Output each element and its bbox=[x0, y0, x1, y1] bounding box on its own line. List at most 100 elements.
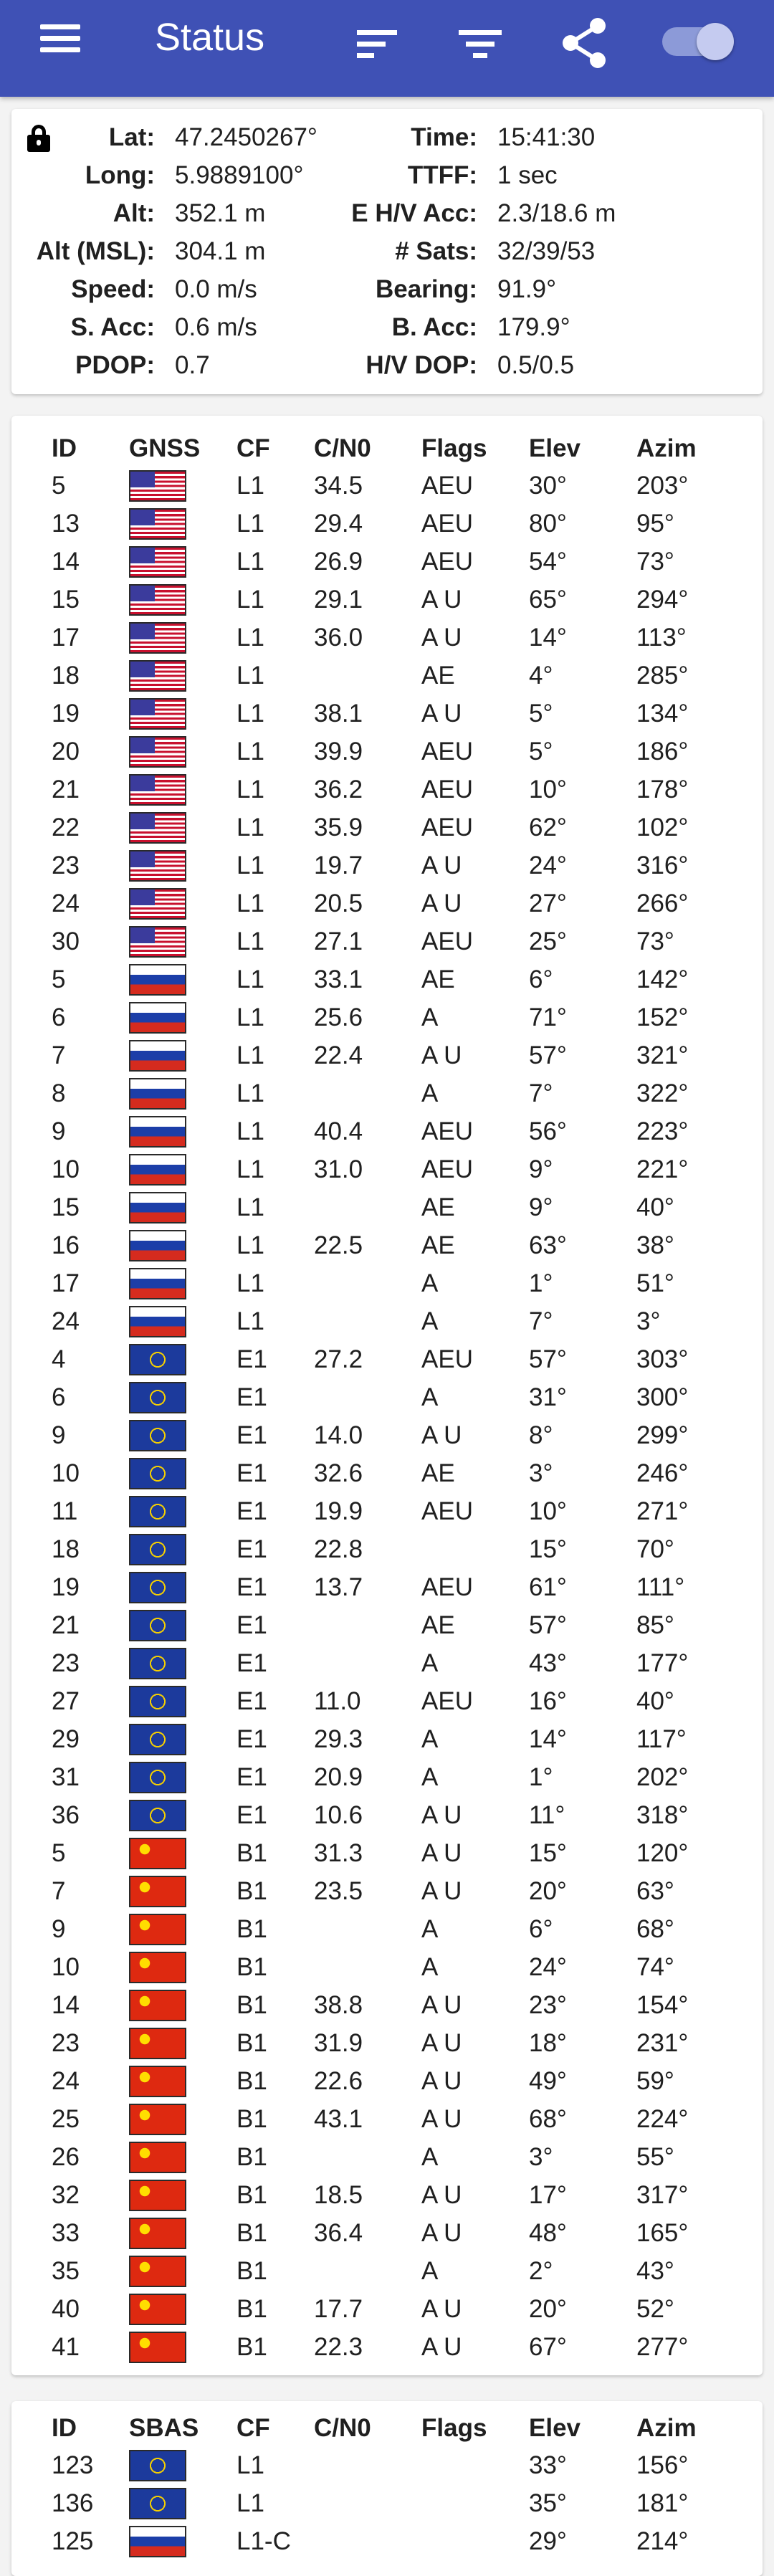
cell-azim: 38° bbox=[636, 1231, 674, 1259]
cell-elev: 48° bbox=[529, 2219, 567, 2247]
cell-flags: A bbox=[421, 2257, 439, 2285]
cell-flags: A U bbox=[421, 2067, 462, 2095]
cell-flags: AEU bbox=[421, 510, 473, 538]
status-label: Long: bbox=[85, 161, 155, 189]
cell-cn0: 27.1 bbox=[314, 927, 363, 955]
cell-id: 5 bbox=[52, 472, 66, 500]
flag-icon-ru bbox=[129, 1040, 186, 1072]
cell-cn0: 29.1 bbox=[314, 586, 363, 614]
cell-azim: 294° bbox=[636, 586, 689, 614]
cell-azim: 68° bbox=[636, 1915, 674, 1943]
cell-id: 24 bbox=[52, 889, 80, 917]
flag-icon-cn bbox=[129, 2028, 186, 2059]
cell-flags: A U bbox=[421, 2105, 462, 2133]
cell-elev: 17° bbox=[529, 2181, 567, 2209]
cell-cn0: 20.5 bbox=[314, 889, 363, 917]
filter-icon[interactable] bbox=[453, 16, 510, 73]
cell-id: 6 bbox=[52, 1383, 66, 1411]
status-value: 304.1 m bbox=[175, 237, 266, 265]
cell-cf: B1 bbox=[236, 1915, 267, 1943]
header-elev: Elev bbox=[529, 434, 580, 462]
cell-id: 9 bbox=[52, 1915, 66, 1943]
menu-icon[interactable] bbox=[37, 22, 83, 67]
header-gnss: GNSS bbox=[129, 434, 201, 462]
flag-icon-cn bbox=[129, 2256, 186, 2287]
cell-flags: A U bbox=[421, 851, 462, 879]
cell-flags: AEU bbox=[421, 776, 473, 803]
cell-id: 136 bbox=[52, 2489, 94, 2517]
cell-id: 14 bbox=[52, 1991, 80, 2019]
cell-elev: 5° bbox=[529, 700, 553, 728]
cell-elev: 68° bbox=[529, 2105, 567, 2133]
flag-icon-cn bbox=[129, 2180, 186, 2211]
cell-cn0: 40.4 bbox=[314, 1117, 363, 1145]
flag-icon-us bbox=[129, 774, 186, 806]
status-label: Speed: bbox=[71, 275, 155, 303]
cell-azim: 74° bbox=[636, 1953, 674, 1981]
cell-elev: 43° bbox=[529, 1649, 567, 1677]
sort-icon[interactable] bbox=[351, 16, 408, 73]
cell-cf: L1 bbox=[236, 510, 264, 538]
cell-id: 123 bbox=[52, 2451, 94, 2479]
cell-cf: L1 bbox=[236, 700, 264, 728]
cell-azim: 316° bbox=[636, 851, 689, 879]
cell-cn0: 17.7 bbox=[314, 2295, 363, 2323]
cell-cf: E1 bbox=[236, 1535, 267, 1563]
toggle-switch[interactable] bbox=[659, 17, 738, 60]
status-value: 0.0 m/s bbox=[175, 275, 257, 303]
flag-icon-cn bbox=[129, 2142, 186, 2173]
cell-cn0: 31.0 bbox=[314, 1155, 363, 1183]
cell-elev: 27° bbox=[529, 889, 567, 917]
cell-cf: B1 bbox=[236, 1991, 267, 2019]
flag-icon-cn bbox=[129, 2294, 186, 2325]
cell-id: 16 bbox=[52, 1231, 80, 1259]
cell-id: 41 bbox=[52, 2333, 80, 2361]
cell-azim: 299° bbox=[636, 1421, 689, 1449]
cell-cf: L1 bbox=[236, 965, 264, 993]
cell-id: 24 bbox=[52, 1307, 80, 1335]
cell-cf: E1 bbox=[236, 1497, 267, 1525]
header-sbas: SBAS bbox=[129, 2414, 199, 2442]
cell-cn0: 39.9 bbox=[314, 738, 363, 765]
cell-elev: 7° bbox=[529, 1079, 553, 1107]
cell-cf: B1 bbox=[236, 1953, 267, 1981]
cell-cn0: 36.2 bbox=[314, 776, 363, 803]
cell-cn0: 31.9 bbox=[314, 2029, 363, 2057]
cell-azim: 202° bbox=[636, 1763, 689, 1791]
cell-flags: A bbox=[421, 1003, 439, 1031]
cell-cf: E1 bbox=[236, 1611, 267, 1639]
flag-icon-us bbox=[129, 736, 186, 768]
cell-flags: AE bbox=[421, 1459, 455, 1487]
cell-flags: A U bbox=[421, 1991, 462, 2019]
cell-flags: AEU bbox=[421, 1573, 473, 1601]
cell-cf: E1 bbox=[236, 1459, 267, 1487]
cell-elev: 80° bbox=[529, 510, 567, 538]
cell-cf: L1 bbox=[236, 738, 264, 765]
cell-flags: A bbox=[421, 1649, 439, 1677]
cell-cf: B1 bbox=[236, 2181, 267, 2209]
cell-cn0: 32.6 bbox=[314, 1459, 363, 1487]
cell-azim: 70° bbox=[636, 1535, 674, 1563]
cell-id: 33 bbox=[52, 2219, 80, 2247]
cell-elev: 62° bbox=[529, 814, 567, 841]
cell-flags: AEU bbox=[421, 814, 473, 841]
share-icon[interactable] bbox=[556, 16, 613, 73]
cell-azim: 271° bbox=[636, 1497, 689, 1525]
cell-elev: 56° bbox=[529, 1117, 567, 1145]
cell-id: 21 bbox=[52, 1611, 80, 1639]
status-card bbox=[11, 109, 763, 394]
cell-flags: A U bbox=[421, 2219, 462, 2247]
cell-cf: B1 bbox=[236, 2143, 267, 2171]
cell-flags: A U bbox=[421, 700, 462, 728]
cell-cn0: 36.0 bbox=[314, 624, 363, 652]
cell-cn0: 11.0 bbox=[314, 1687, 361, 1715]
cell-elev: 16° bbox=[529, 1687, 567, 1715]
cell-cf: L1 bbox=[236, 1079, 264, 1107]
cell-elev: 3° bbox=[529, 1459, 553, 1487]
cell-id: 36 bbox=[52, 1801, 80, 1829]
cell-azim: 318° bbox=[636, 1801, 689, 1829]
flag-icon-ru bbox=[129, 1116, 186, 1148]
cell-cf: E1 bbox=[236, 1383, 267, 1411]
cell-elev: 9° bbox=[529, 1193, 553, 1221]
toggle-thumb bbox=[697, 23, 734, 60]
